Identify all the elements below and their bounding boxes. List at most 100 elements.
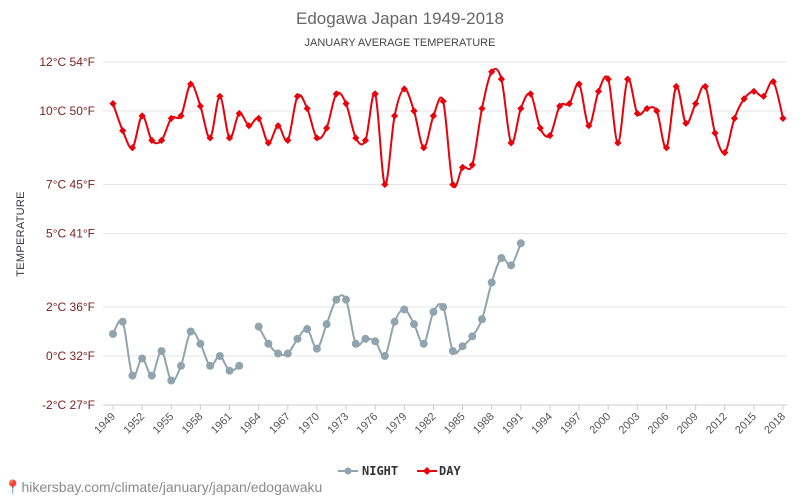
data-point-day[interactable] [119,127,127,135]
data-point-day[interactable] [614,139,622,147]
data-point-night[interactable] [429,307,438,316]
data-point-day[interactable] [478,104,486,113]
data-point-night[interactable] [167,376,176,385]
data-point-night[interactable] [497,254,506,262]
data-point-night[interactable] [176,361,185,370]
data-point-day[interactable] [526,90,535,98]
data-point-night[interactable] [458,342,467,351]
data-point-night[interactable] [312,344,321,353]
data-point-day[interactable] [556,102,564,110]
data-point-night[interactable] [448,347,457,356]
data-point-day[interactable] [371,90,379,98]
data-point-night[interactable] [138,354,147,363]
data-point-day[interactable] [293,92,302,100]
data-point-day[interactable] [429,112,438,120]
data-point-day[interactable] [196,102,204,110]
data-point-day[interactable] [157,136,166,144]
data-point-day[interactable] [148,136,156,144]
data-point-day[interactable] [439,97,447,105]
data-point-day[interactable] [303,104,311,113]
data-point-day[interactable] [128,144,137,152]
data-point-day[interactable] [109,100,117,108]
data-point-night[interactable] [380,352,389,360]
data-point-day[interactable] [643,104,651,113]
data-point-night[interactable] [361,334,370,343]
data-point-night[interactable] [109,329,117,338]
data-point-night[interactable] [400,305,409,314]
data-point-day[interactable] [255,114,263,122]
data-point-day[interactable] [750,87,758,95]
data-point-day[interactable] [653,107,661,115]
data-point-day[interactable] [352,134,360,142]
data-point-day[interactable] [488,68,496,76]
data-point-day[interactable] [381,180,389,189]
data-point-day[interactable] [730,114,739,122]
data-point-day[interactable] [284,136,292,144]
data-point-day[interactable] [672,82,680,91]
data-point-day[interactable] [662,144,671,152]
data-point-night[interactable] [390,317,399,326]
data-point-day[interactable] [323,124,331,132]
data-point-day[interactable] [138,112,146,120]
data-point-night[interactable] [516,239,525,248]
data-point-day[interactable] [235,109,243,118]
data-point-day[interactable] [361,136,370,144]
data-point-night[interactable] [507,261,516,270]
data-point-night[interactable] [439,303,448,311]
data-point-day[interactable] [468,161,476,169]
data-point-day[interactable] [225,134,234,142]
data-point-night[interactable] [196,339,205,348]
data-point-day[interactable] [400,85,408,93]
data-point-day[interactable] [390,112,399,120]
data-point-day[interactable] [769,78,777,86]
data-point-day[interactable] [624,75,632,83]
data-point-day[interactable] [721,149,729,157]
data-point-day[interactable] [449,180,457,189]
data-point-night[interactable] [332,295,341,304]
data-point-day[interactable] [187,80,195,88]
data-point-night[interactable] [342,295,351,304]
data-point-night[interactable] [128,371,137,380]
data-point-day[interactable] [342,100,350,108]
data-point-day[interactable] [177,112,185,120]
data-point-night[interactable] [322,320,331,329]
data-point-day[interactable] [682,119,690,127]
data-point-day[interactable] [264,139,272,147]
data-point-day[interactable] [779,114,787,122]
data-point-night[interactable] [293,334,302,343]
data-point-night[interactable] [419,339,428,348]
data-point-night[interactable] [283,349,292,358]
data-point-night[interactable] [235,361,244,370]
data-point-day[interactable] [575,80,583,88]
data-point-night[interactable] [147,371,156,380]
data-point-day[interactable] [759,92,768,100]
data-point-day[interactable] [410,107,418,115]
data-point-night[interactable] [264,339,273,348]
data-point-night[interactable] [477,315,486,324]
data-point-day[interactable] [740,95,748,103]
data-point-day[interactable] [332,90,340,98]
data-point-night[interactable] [186,327,195,336]
data-point-night[interactable] [487,278,496,287]
data-point-day[interactable] [565,100,573,108]
data-point-day[interactable] [497,75,506,83]
legend-day[interactable]: DAY [417,464,461,478]
data-point-day[interactable] [633,109,641,118]
data-point-day[interactable] [167,114,175,122]
data-point-night[interactable] [157,347,166,356]
data-point-night[interactable] [410,320,419,329]
data-point-day[interactable] [206,134,214,142]
data-point-night[interactable] [371,337,380,346]
source-footer[interactable]: 📍hikersbay.com/climate/january/japan/edo… [4,479,322,496]
data-point-day[interactable] [274,122,282,130]
data-point-day[interactable] [711,129,719,137]
data-point-night[interactable] [118,317,127,326]
data-point-night[interactable] [215,352,224,360]
data-point-night[interactable] [351,339,360,348]
data-point-night[interactable] [206,361,215,370]
data-point-day[interactable] [701,82,709,91]
data-point-day[interactable] [594,87,603,95]
data-point-night[interactable] [254,322,263,331]
data-point-day[interactable] [313,134,321,142]
data-point-day[interactable] [245,122,253,130]
